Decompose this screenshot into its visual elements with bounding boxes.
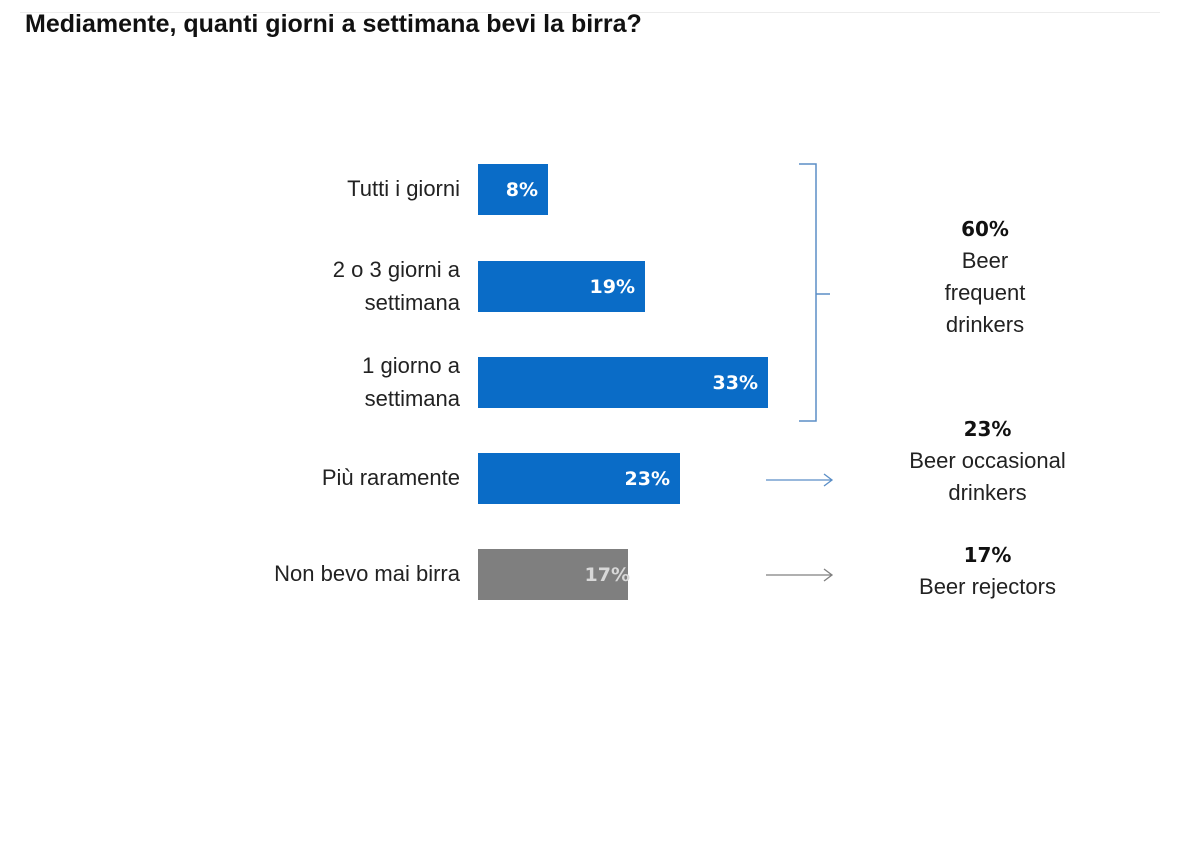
group-annotation: 60% Beer frequent drinkers <box>885 213 1085 341</box>
bar: 17% <box>478 549 630 600</box>
category-label: Tutti i giorni <box>347 172 460 205</box>
group-percent: 60% <box>961 217 1009 241</box>
bar: 33% <box>478 357 768 408</box>
category-label-line: 1 giorno a <box>362 352 460 378</box>
bar: 19% <box>478 261 645 312</box>
category-label-line: settimana <box>364 385 460 411</box>
category-label: 2 o 3 giorni a settimana <box>333 253 460 319</box>
group-percent: 23% <box>963 417 1012 441</box>
category-label: Non bevo mai birra <box>274 557 460 590</box>
group-label-line: Beer <box>961 248 1009 273</box>
bar-value-label: 8% <box>505 178 538 201</box>
frequent-drinkers-bracket <box>799 163 830 422</box>
chart-title: Mediamente, quanti giorni a settimana be… <box>25 10 642 38</box>
group-label-line: drinkers <box>948 480 1027 505</box>
category-label-line: 2 o 3 giorni a <box>332 256 460 282</box>
group-annotation: 23% Beer occasional drinkers <box>870 413 1105 509</box>
category-label-line: Più raramente <box>321 465 460 490</box>
category-label: Più raramente <box>322 461 460 494</box>
group-label-line: Beer rejectors <box>919 574 1056 599</box>
bar-value-label: 17% <box>584 563 630 586</box>
category-label: 1 giorno a settimana <box>362 349 460 415</box>
group-label-line: drinkers <box>945 312 1025 337</box>
bar: 23% <box>478 453 680 504</box>
top-divider <box>20 12 1160 13</box>
bar-value-label: 23% <box>624 467 670 490</box>
bar: 8% <box>478 164 548 215</box>
rejectors-arrow <box>766 568 834 582</box>
category-label-line: Tutti i giorni <box>347 176 460 201</box>
occasional-drinkers-arrow <box>766 473 834 487</box>
group-label-line: frequent <box>944 280 1026 305</box>
group-label-line: Beer occasional <box>909 448 1066 473</box>
bar-value-label: 19% <box>589 275 635 298</box>
group-annotation: 17% Beer rejectors <box>885 539 1090 603</box>
category-label-line: Non bevo mai birra <box>274 561 460 586</box>
group-percent: 17% <box>963 543 1012 567</box>
category-label-line: settimana <box>364 289 460 315</box>
bar-value-label: 33% <box>712 371 758 394</box>
